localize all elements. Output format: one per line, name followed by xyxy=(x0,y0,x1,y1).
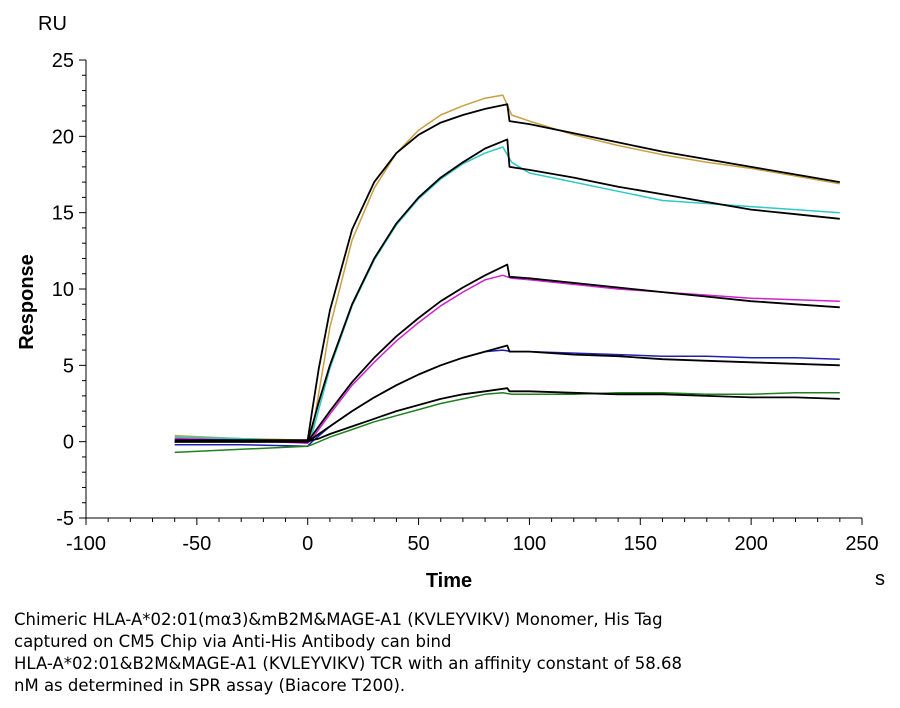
caption-line: Chimeric HLA-A*02:01(mα3)&mB2M&MAGE-A1 (… xyxy=(14,610,663,629)
caption-line: nM as determined in SPR assay (Biacore T… xyxy=(14,676,406,695)
x-unit-label: s xyxy=(875,568,885,590)
y-tick-label: 25 xyxy=(52,50,74,72)
fit-curve-8 xyxy=(174,344,840,443)
y-tick-label: -5 xyxy=(56,508,74,530)
axis-labels: RU s Time Response xyxy=(16,13,885,592)
y-tick-label: 20 xyxy=(52,126,74,148)
y-tick-label: 5 xyxy=(63,355,74,377)
measured-curve-3 xyxy=(174,349,840,447)
x-tick-label: 250 xyxy=(845,533,878,555)
measured-curve-4 xyxy=(174,392,840,454)
x-tick-label: -50 xyxy=(182,533,211,555)
y-unit-label: RU xyxy=(38,13,67,35)
caption-line: captured on CM5 Chip via Anti-His Antibo… xyxy=(14,632,452,651)
fit-curve-7 xyxy=(174,263,840,443)
fit-curve-5 xyxy=(174,103,840,442)
figure-caption: Chimeric HLA-A*02:01(mα3)&mB2M&MAGE-A1 (… xyxy=(14,609,894,697)
x-tick-label: -100 xyxy=(66,533,106,555)
measured-curve-0 xyxy=(174,94,840,441)
x-tick-label: 150 xyxy=(624,533,657,555)
y-tick-label: 0 xyxy=(63,432,74,454)
measured-curve-1 xyxy=(174,146,840,443)
caption-line: HLA-A*02:01&B2M&MAGE-A1 (KVLEYVIKV) TCR … xyxy=(14,654,682,673)
fit-curve-6 xyxy=(174,138,840,443)
series-layer xyxy=(174,94,840,454)
y-tick-label: 10 xyxy=(52,279,74,301)
x-axis-title: Time xyxy=(426,570,472,592)
x-tick-label: 0 xyxy=(302,533,313,555)
y-tick-label: 15 xyxy=(52,203,74,225)
fit-curve-9 xyxy=(174,387,840,443)
x-tick-label: 200 xyxy=(734,533,767,555)
y-axis-title: Response xyxy=(16,254,38,350)
x-tick-label: 100 xyxy=(513,533,546,555)
x-tick-label: 50 xyxy=(407,533,429,555)
